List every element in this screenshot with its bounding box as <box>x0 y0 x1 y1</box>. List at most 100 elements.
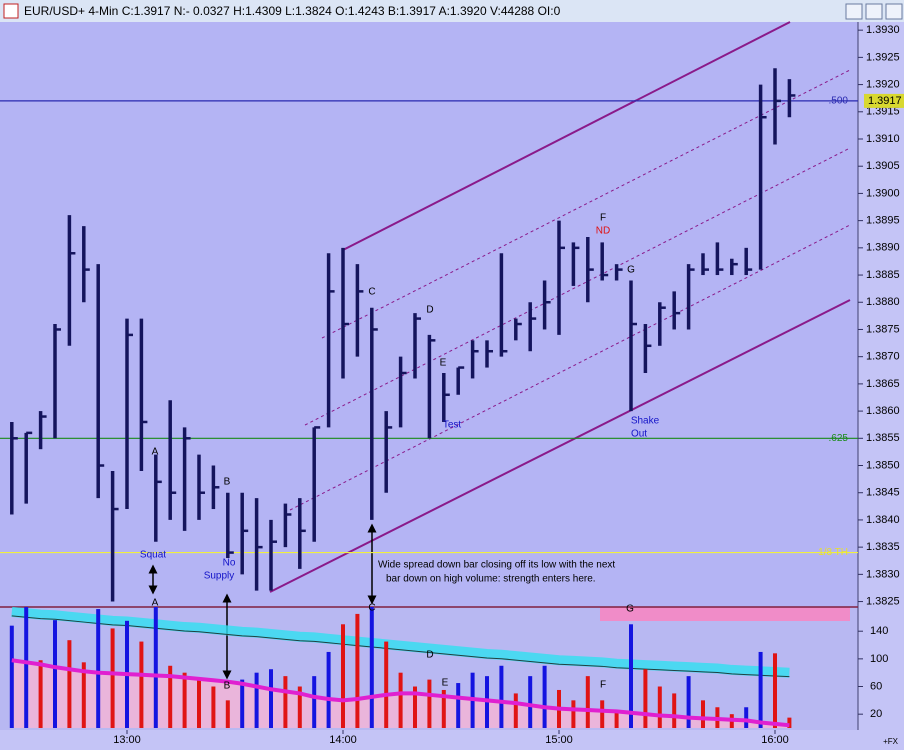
y-tick-label: 1.3920 <box>866 78 900 90</box>
y-tick-label: 1.3905 <box>866 160 900 172</box>
maximize-button[interactable] <box>865 3 883 20</box>
volume-bar <box>744 707 749 728</box>
y-tick-label: 1.3890 <box>866 242 900 254</box>
volume-bar <box>341 624 345 728</box>
volume-bar <box>499 665 504 728</box>
volume-bar <box>283 676 288 728</box>
y-tick-label: 1.3850 <box>866 459 900 471</box>
annotation: No <box>223 558 236 569</box>
volume-bar <box>686 676 691 728</box>
volume-tick-label: 140 <box>870 625 888 637</box>
volume-average <box>11 658 790 728</box>
annotation: Wide spread down bar closing off its low… <box>378 560 615 571</box>
annotation: D <box>426 305 433 316</box>
volume-bar <box>81 662 86 728</box>
volume-annotation: A <box>152 598 159 609</box>
time-axis <box>0 730 904 750</box>
window-title: EUR/USD+ 4-Min C:1.3917 N:- 0.0327 H:1.4… <box>24 4 561 18</box>
last-price-label: 1.3917 <box>868 95 902 107</box>
channel-lower <box>269 299 851 593</box>
annotation: G <box>627 265 635 276</box>
x-tick-label: 14:00 <box>329 734 357 746</box>
annotation: E <box>440 358 447 369</box>
volume-annotation: D <box>426 650 433 661</box>
y-tick-label: 1.3825 <box>866 595 900 607</box>
y-tick-label: 1.3870 <box>866 351 900 363</box>
close-button[interactable] <box>885 3 903 20</box>
y-tick-label: 1.3840 <box>866 514 900 526</box>
volume-band <box>600 607 850 621</box>
volume-bar <box>585 676 590 728</box>
channel-upper <box>342 21 791 251</box>
channel-inner <box>289 224 851 511</box>
annotation: A <box>152 447 159 458</box>
price-axis <box>858 22 904 730</box>
volume-bar <box>787 717 792 728</box>
y-tick-label: 1.3900 <box>866 187 900 199</box>
title-bar <box>0 0 904 22</box>
volume-bar <box>629 624 633 728</box>
volume-bar <box>571 700 576 728</box>
volume-bar <box>369 607 374 728</box>
volume-bar <box>139 641 144 728</box>
volume-bar <box>456 683 461 728</box>
volume-bar <box>758 651 763 728</box>
annotation: Out <box>631 429 647 440</box>
volume-bar <box>153 607 158 728</box>
volume-bar <box>225 700 230 728</box>
volume-bar <box>614 710 619 728</box>
volume-bar <box>542 665 547 728</box>
volume-tick-label: 60 <box>870 680 882 692</box>
y-tick-label: 1.3845 <box>866 487 900 499</box>
annotation: Shake <box>631 416 660 427</box>
x-tick-label: 16:00 <box>761 734 789 746</box>
minimize-button[interactable] <box>845 3 863 20</box>
y-tick-label: 1.3875 <box>866 323 900 335</box>
volume-annotation: B <box>224 681 231 692</box>
volume-bar <box>773 653 777 728</box>
annotation: Squat <box>140 550 166 561</box>
volume-bar <box>701 700 705 728</box>
level-label: .500 <box>829 96 849 107</box>
volume-bar <box>38 660 43 728</box>
volume-bar <box>211 686 216 728</box>
volume-band <box>11 606 790 678</box>
y-tick-label: 1.3835 <box>866 541 900 553</box>
volume-bar <box>643 669 648 728</box>
volume-bar <box>297 686 302 728</box>
volume-bar <box>254 672 259 728</box>
footer: +FX <box>883 737 899 746</box>
channel <box>269 21 851 593</box>
volume-annotation: C <box>368 603 375 614</box>
volume-annotation: F <box>600 680 606 691</box>
volume-bar <box>427 679 432 728</box>
volume-bar <box>672 693 677 728</box>
x-tick-label: 15:00 <box>545 734 573 746</box>
volume-bar <box>312 676 317 728</box>
volume-bar <box>528 676 533 728</box>
volume-tick-label: 20 <box>870 708 882 720</box>
annotation: F <box>600 213 606 224</box>
y-tick-label: 1.3910 <box>866 133 900 145</box>
app-icon <box>3 3 19 19</box>
x-tick-label: 13:00 <box>113 734 141 746</box>
volume-bar <box>110 628 115 728</box>
annotation: B <box>224 477 231 488</box>
price-pane <box>0 22 858 607</box>
y-tick-label: 1.3830 <box>866 568 900 580</box>
annotation: Test <box>443 420 462 431</box>
volume-bar <box>600 700 605 728</box>
volume-bar <box>269 669 273 728</box>
volume-bar <box>355 613 360 728</box>
volume-annotation: G <box>626 604 634 615</box>
annotation: bar down on high volume: strength enters… <box>386 574 596 585</box>
annotation: ND <box>596 226 610 237</box>
volume-bar <box>657 686 662 728</box>
volume-bar <box>441 689 446 728</box>
annotation: Supply <box>204 571 235 582</box>
y-tick-label: 1.3925 <box>866 51 900 63</box>
volume-bar <box>53 620 57 728</box>
volume-bar <box>240 679 245 728</box>
y-tick-label: 1.3885 <box>866 269 900 281</box>
annotation: C <box>368 287 375 298</box>
